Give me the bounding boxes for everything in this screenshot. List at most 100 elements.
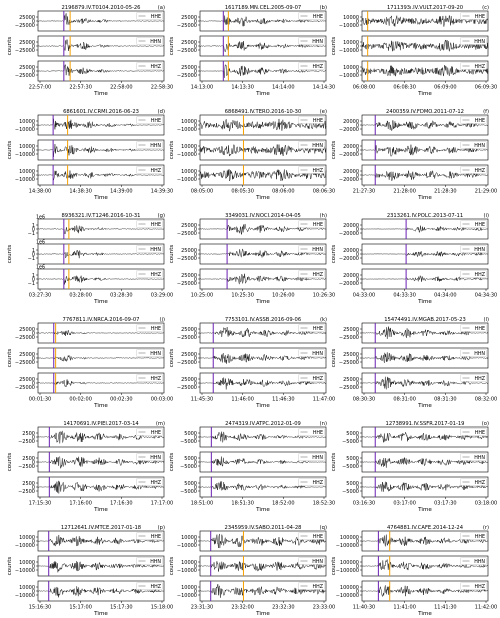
y-tick-label: −10000 — [177, 152, 197, 158]
waveform — [37, 144, 165, 157]
y-tick-label: −25000 — [177, 335, 197, 341]
legend-box — [298, 324, 325, 332]
waveform — [199, 223, 327, 236]
trace-hhz: 25000−2500 HHZ 17:15:30 17:16:00 17:16:30 17:… — [18, 476, 173, 513]
x-tick-label: 14:13:00 — [191, 85, 213, 91]
trace-hhz: 100000−10000 HHZ 06:08:00 06:08:30 06:09:00 0… — [339, 60, 497, 97]
y-axis-label: counts — [169, 245, 175, 264]
legend-label: HHZ — [150, 64, 161, 70]
panel-letter: (j) — [160, 317, 166, 323]
legend-box — [460, 12, 487, 20]
y-tick-label: −10000 — [177, 177, 197, 183]
panel-letter: (m) — [156, 421, 165, 427]
x-tick-label: 22:58:00 — [110, 85, 132, 91]
waveform — [361, 39, 489, 53]
legend-box — [136, 245, 163, 253]
y-tick-label: 25000 — [343, 352, 359, 358]
x-tick-label: 14:14:30 — [313, 85, 335, 91]
legend-box — [460, 245, 487, 253]
legend-label: HHE — [475, 222, 485, 228]
panel-g: 8936321.IV.T1246.2016-10-31 (g)counts10−1… — [7, 213, 173, 305]
legend-label: HHN — [474, 351, 485, 357]
y-tick-label: 100000 — [340, 535, 359, 541]
panel-letter: (a) — [158, 5, 165, 11]
y-tick-label: 0 — [194, 589, 197, 595]
x-tick-label: 21:27:30 — [353, 189, 375, 195]
x-tick-label: 22:57:00 — [29, 85, 51, 91]
x-tick-label: 11:41:00 — [393, 605, 415, 611]
y-tick-label: 0 — [32, 227, 35, 233]
x-axis-label: Time — [255, 91, 270, 97]
x-axis-label: Time — [93, 91, 108, 97]
legend-label: HHZ — [150, 480, 161, 486]
legend-label: HHE — [475, 534, 485, 540]
y-tick-label: 2500 — [22, 431, 35, 437]
panel-r: 4764881.IV.CAFE.2014-12-24 (r)counts10000… — [331, 525, 497, 617]
legend-box — [136, 324, 163, 332]
x-tick-label: 10:26:30 — [313, 293, 335, 299]
waveform — [361, 481, 489, 492]
panel-j: 7767811.IV.NRCA.2016-09-07 (j)counts25000… — [7, 317, 173, 409]
waveform — [37, 38, 165, 52]
panel-title: 12712641.IV.MTCE.2017-01-18 — [61, 525, 141, 531]
x-tick-label: 18:51:30 — [231, 501, 253, 507]
y-tick-label: 10000 — [19, 144, 35, 150]
legend-box — [136, 349, 163, 357]
panel-title: 2196879.IV.T0104.2010-05-26 — [62, 5, 141, 11]
legend-label: HHZ — [474, 168, 485, 174]
y-tick-label: 0 — [194, 356, 197, 362]
y-axis-label: counts — [331, 349, 337, 368]
x-axis-label: Time — [417, 403, 432, 409]
x-tick-label: 00:02:30 — [110, 397, 132, 403]
y-tick-label: −10000 — [177, 568, 197, 574]
trace-hhe: 100000−10000 HHE — [177, 530, 327, 552]
y-tick-label: −20000 — [339, 127, 359, 133]
waveform — [37, 118, 165, 130]
x-axis-label: Time — [93, 299, 108, 305]
y-tick-label: −25000 — [15, 335, 35, 341]
y-tick-label: −5000 — [342, 489, 359, 495]
x-tick-label: 14:39:30 — [151, 189, 173, 195]
y-tick-label: 25000 — [181, 40, 197, 46]
legend-box — [136, 453, 163, 461]
y-axis-label: counts — [169, 557, 175, 576]
legend-label: HHN — [312, 143, 323, 149]
waveform — [361, 144, 489, 157]
legend-box — [460, 582, 487, 590]
waveform — [37, 225, 165, 235]
x-tick-label: 08:31:30 — [434, 397, 456, 403]
x-tick-label: 06:08:00 — [353, 85, 375, 91]
y-tick-label: 25000 — [181, 248, 197, 254]
waveform — [37, 379, 165, 387]
y-tick-label: 25000 — [181, 65, 197, 71]
y-tick-label: 25000 — [19, 377, 35, 383]
waveform — [37, 534, 165, 547]
y-tick-label: 0 — [194, 44, 197, 50]
y-axis-label: counts — [331, 141, 337, 160]
y-tick-label: 0 — [32, 69, 35, 75]
y-axis-label: counts — [7, 37, 13, 56]
legend-label: HHN — [474, 455, 485, 461]
x-tick-label: 08:06:30 — [313, 189, 335, 195]
x-tick-label: 18:52:30 — [313, 501, 335, 507]
legend-label: HHE — [313, 118, 323, 124]
x-tick-label: 18:51:00 — [191, 501, 213, 507]
x-axis-label: Time — [417, 195, 432, 201]
y-tick-label: −25000 — [177, 281, 197, 287]
y-tick-label: 5000 — [184, 456, 197, 462]
x-tick-label: 17:16:30 — [110, 501, 132, 507]
y-axis-label: counts — [331, 557, 337, 576]
legend-box — [460, 478, 487, 486]
waveform — [199, 353, 327, 364]
x-tick-label: 04:33:00 — [353, 293, 375, 299]
y-tick-label: 0 — [356, 589, 359, 595]
trace-hhn: 100000−10000 HHN — [15, 555, 165, 577]
